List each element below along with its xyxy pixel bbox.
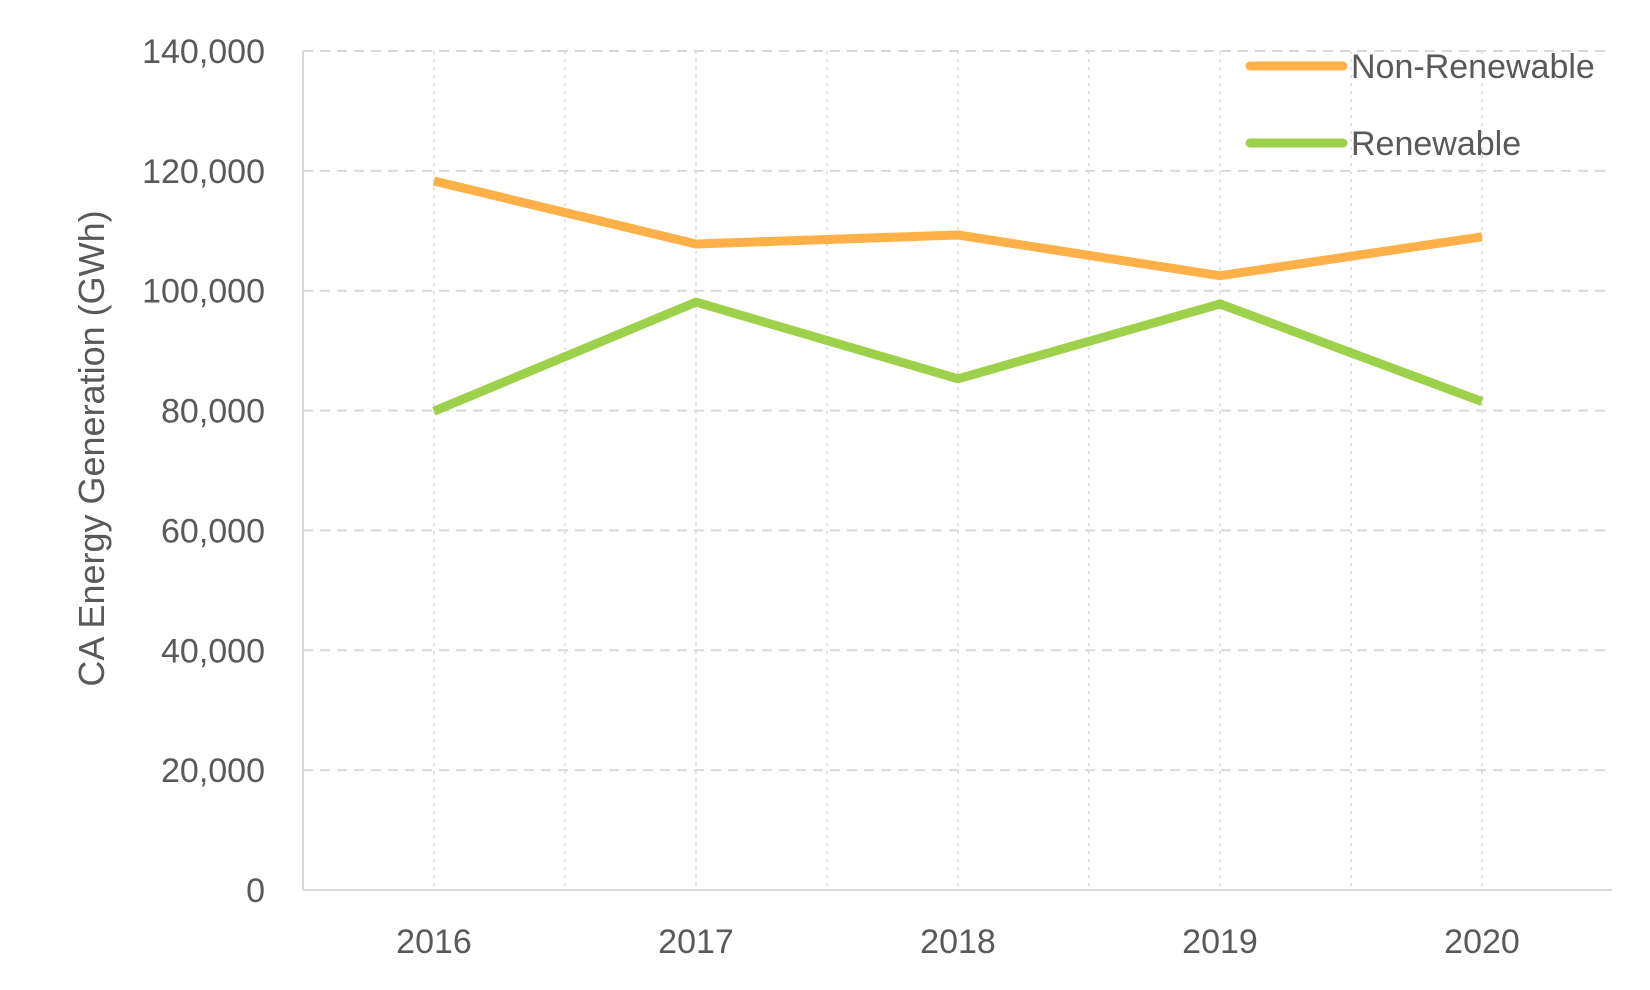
grid-layer bbox=[303, 50, 1612, 890]
x-tick-label: 2016 bbox=[396, 923, 472, 961]
y-tick-label: 100,000 bbox=[142, 273, 265, 311]
legend: Non-Renewable Renewable bbox=[1245, 48, 1595, 163]
x-tick-label: 2017 bbox=[658, 923, 734, 961]
y-tick-label: 120,000 bbox=[142, 153, 265, 191]
x-tick-label: 2018 bbox=[920, 923, 996, 961]
x-tick-label: 2019 bbox=[1182, 923, 1258, 961]
y-tick-label: 0 bbox=[246, 872, 265, 910]
axes-layer bbox=[302, 51, 1612, 891]
legend-label: Renewable bbox=[1351, 125, 1521, 163]
legend-item: Non-Renewable bbox=[1245, 48, 1595, 86]
y-tick-label: 80,000 bbox=[161, 393, 265, 431]
series-layer bbox=[432, 176, 1484, 416]
y-tick-label: 40,000 bbox=[161, 632, 265, 670]
y-tick-label: 60,000 bbox=[161, 512, 265, 550]
y-tick-label: 140,000 bbox=[142, 33, 265, 71]
series-non-renewable bbox=[432, 176, 1483, 281]
x-tick-label: 2020 bbox=[1444, 923, 1520, 961]
y-tick-labels: 0 20,000 40,000 60,000 80,000 100,000 120,000 1… bbox=[142, 33, 265, 910]
y-tick-label: 20,000 bbox=[161, 752, 265, 790]
series-renewable bbox=[432, 297, 1484, 416]
legend-label: Non-Renewable bbox=[1351, 48, 1595, 86]
legend-item: Renewable bbox=[1245, 125, 1521, 163]
y-axis-title: CA Energy Generation (GWh) bbox=[71, 210, 112, 686]
x-tick-labels: 2016 2017 2018 2019 2020 bbox=[396, 923, 1520, 961]
